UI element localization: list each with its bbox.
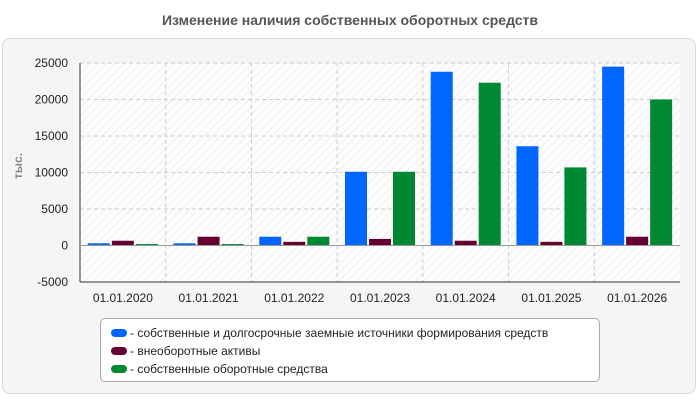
bar-1-3[interactable]	[369, 238, 391, 246]
bar-0-5[interactable]	[516, 146, 539, 246]
bar-2-0[interactable]	[135, 244, 158, 246]
y-axis-label: тыс.	[11, 153, 25, 179]
bar-1-6[interactable]	[626, 236, 649, 246]
x-tick-label: 01.01.2025	[521, 291, 581, 305]
legend-label-working-capital: - собственные оборотные средства	[130, 362, 328, 376]
bar-2-2[interactable]	[307, 236, 330, 246]
y-tick-label: 5000	[41, 202, 68, 216]
bar-1-1[interactable]	[197, 236, 220, 246]
y-tick-label: 20000	[35, 93, 69, 107]
y-tick-label: 25000	[35, 56, 69, 70]
bar-2-4[interactable]	[478, 82, 501, 246]
x-tick-label: 01.01.2021	[179, 291, 239, 305]
legend-swatch-sources	[111, 329, 127, 337]
y-tick-label: 15000	[35, 129, 69, 143]
y-tick-label: 10000	[35, 166, 69, 180]
bar-1-0[interactable]	[111, 240, 134, 246]
x-tick-label: 01.01.2023	[350, 291, 410, 305]
legend-swatch-working-capital	[111, 365, 127, 373]
legend-item-working-capital[interactable]: - собственные оборотные средства	[111, 360, 599, 378]
bar-1-4[interactable]	[454, 240, 477, 246]
bar-2-3[interactable]	[393, 171, 415, 246]
bar-2-6[interactable]	[650, 99, 673, 246]
bar-2-5[interactable]	[564, 167, 587, 246]
x-tick-label: 01.01.2024	[436, 291, 496, 305]
legend: - собственные и долгосрочные заемные ист…	[100, 318, 600, 382]
bar-0-2[interactable]	[259, 236, 282, 246]
x-tick-label: 01.01.2020	[93, 291, 153, 305]
bar-0-1[interactable]	[173, 243, 196, 246]
legend-item-sources[interactable]: - собственные и долгосрочные заемные ист…	[111, 324, 599, 342]
legend-label-sources: - собственные и долгосрочные заемные ист…	[130, 326, 549, 340]
x-tick-label: 01.01.2022	[264, 291, 324, 305]
x-tick-label: 01.01.2026	[607, 291, 667, 305]
bar-1-2[interactable]	[283, 241, 306, 246]
chart-title: Изменение наличия собственных оборотных …	[161, 12, 539, 28]
bar-0-6[interactable]	[602, 66, 625, 246]
plot-area	[80, 63, 680, 282]
legend-item-noncurrent-assets[interactable]: - внеоборотные активы	[111, 342, 599, 360]
y-tick-label: -5000	[37, 275, 68, 289]
y-tick-label: 0	[61, 239, 68, 253]
legend-swatch-noncurrent-assets	[111, 347, 127, 355]
bar-2-1[interactable]	[221, 244, 244, 246]
legend-label-noncurrent-assets: - внеоборотные активы	[130, 344, 261, 358]
bar-0-0[interactable]	[87, 243, 110, 246]
bar-0-3[interactable]	[345, 171, 367, 246]
bar-1-5[interactable]	[540, 241, 563, 246]
bar-0-4[interactable]	[430, 71, 453, 246]
